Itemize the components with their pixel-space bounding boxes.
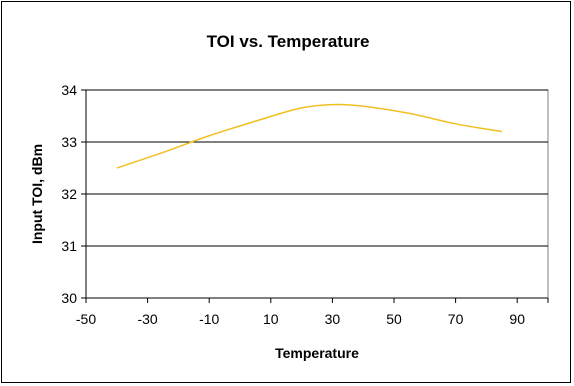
y-axis: 30 31 32 33 34 [61, 82, 87, 306]
series-layer [116, 103, 502, 169]
x-tick-label: 90 [509, 311, 525, 327]
chart-title: TOI vs. Temperature [207, 32, 370, 51]
x-tick-label: 70 [448, 311, 464, 327]
x-tick-label: -30 [137, 311, 157, 327]
x-tick-label: -10 [199, 311, 219, 327]
y-tick-label: 31 [61, 238, 77, 254]
y-tick-label: 33 [61, 134, 77, 150]
x-tick-label: 50 [386, 311, 402, 327]
y-tick-label: 34 [61, 82, 77, 98]
y-tick-label: 30 [61, 290, 77, 306]
series-line [116, 103, 502, 169]
y-axis-title: Input TOI, dBm [29, 144, 45, 244]
x-axis-title: Temperature [275, 345, 359, 361]
grid-lines [86, 89, 548, 247]
x-axis: -50 -30 -10 10 30 50 70 90 [76, 297, 549, 327]
y-tick-label: 32 [61, 186, 77, 202]
x-tick-label: -50 [76, 311, 96, 327]
x-tick-label: 10 [263, 311, 279, 327]
x-tick-label: 30 [325, 311, 341, 327]
